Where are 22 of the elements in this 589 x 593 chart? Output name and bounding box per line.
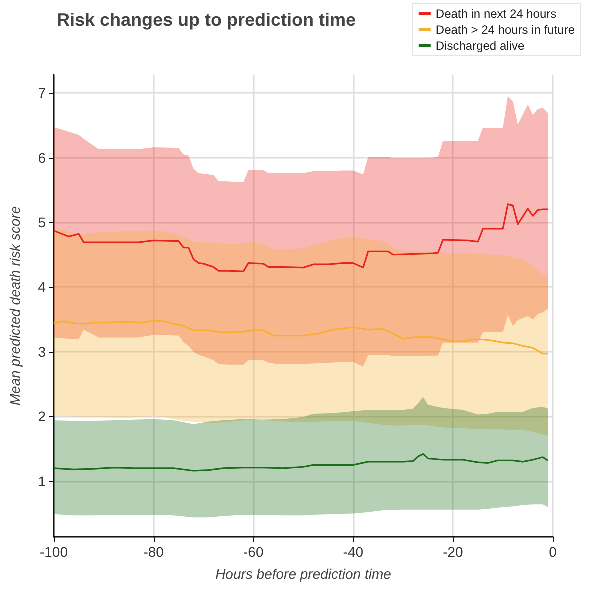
- line-series: [53, 204, 549, 273]
- y-axis-title: Mean predicted death risk score: [7, 206, 23, 406]
- y-tick-label: 6: [38, 150, 46, 166]
- x-tick-label: -80: [144, 544, 164, 560]
- x-tick-label: -60: [243, 544, 264, 560]
- x-tick-label: -100: [40, 544, 68, 560]
- x-tick-label: -40: [343, 544, 364, 560]
- y-tick-label: 2: [38, 408, 46, 425]
- line-series: [53, 320, 549, 355]
- legend-label: Discharged alive: [436, 39, 525, 53]
- x-tick-label: -20: [443, 544, 464, 560]
- chart-title: Risk changes up to prediction time: [57, 10, 356, 30]
- line-series: [53, 453, 549, 472]
- y-tick-label: 5: [38, 214, 46, 231]
- legend-label: Death > 24 hours in future: [436, 23, 576, 37]
- x-axis-title: Hours before prediction time: [216, 566, 392, 582]
- y-tick-label: 1: [38, 473, 46, 490]
- x-tick-label: 0: [549, 544, 558, 560]
- y-tick-label: 3: [38, 344, 46, 360]
- y-tick-label: 7: [38, 85, 46, 102]
- legend-label: Death in next 24 hours: [436, 7, 557, 21]
- y-tick-label: 4: [38, 279, 46, 296]
